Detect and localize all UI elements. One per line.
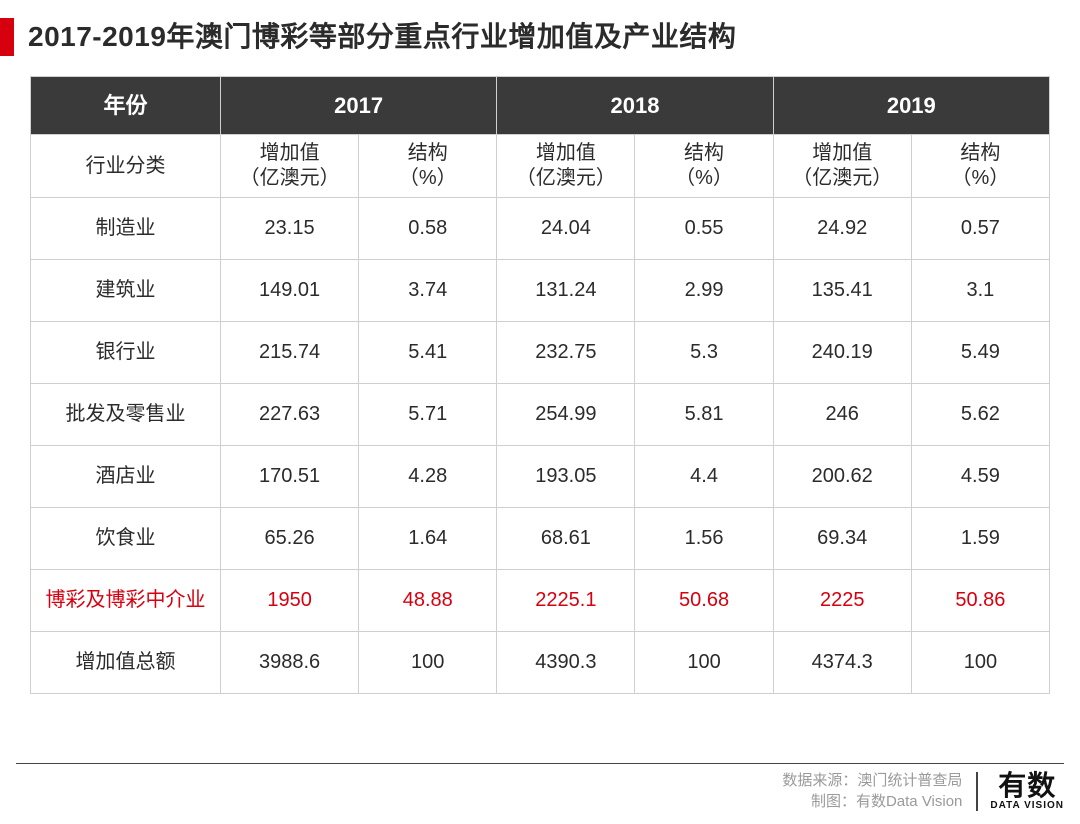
table-cell: 2.99 — [635, 260, 773, 322]
table-cell: 5.41 — [359, 322, 497, 384]
table-cell: 48.88 — [359, 570, 497, 632]
header-year-label: 年份 — [31, 77, 221, 135]
table-row: 批发及零售业227.635.71254.995.812465.62 — [31, 384, 1050, 446]
table-cell: 3.74 — [359, 260, 497, 322]
table-cell: 100 — [635, 632, 773, 694]
table-cell: 0.58 — [359, 198, 497, 260]
chart-header: 2017-2019年澳门博彩等部分重点行业增加值及产业结构 — [0, 0, 1080, 56]
header-value-2018: 增加值（亿澳元） — [497, 135, 635, 198]
table-cell: 68.61 — [497, 508, 635, 570]
table-cell: 0.57 — [911, 198, 1049, 260]
table-cell: 1.56 — [635, 508, 773, 570]
table-cell: 170.51 — [221, 446, 359, 508]
source-text: 数据来源：澳门统计普查局 制图：有数Data Vision — [782, 770, 962, 812]
table-cell: 3.1 — [911, 260, 1049, 322]
table-header-row-years: 年份 2017 2018 2019 — [31, 77, 1050, 135]
logo-text-top: 有数 — [998, 772, 1056, 800]
row-label: 增加值总额 — [31, 632, 221, 694]
table-cell: 2225.1 — [497, 570, 635, 632]
header-value-2019: 增加值（亿澳元） — [773, 135, 911, 198]
accent-bar — [0, 18, 14, 56]
table-container: 年份 2017 2018 2019 行业分类 增加值（亿澳元） 结构（%） 增加… — [0, 56, 1080, 694]
table-header-row-metrics: 行业分类 增加值（亿澳元） 结构（%） 增加值（亿澳元） 结构（%） 增加值（亿… — [31, 135, 1050, 198]
header-year-2017: 2017 — [221, 77, 497, 135]
table-head: 年份 2017 2018 2019 行业分类 增加值（亿澳元） 结构（%） 增加… — [31, 77, 1050, 198]
header-share-2019: 结构（%） — [911, 135, 1049, 198]
logo: 有数 DATA VISION — [976, 772, 1064, 811]
table-cell: 246 — [773, 384, 911, 446]
table-cell: 65.26 — [221, 508, 359, 570]
header-share-2018: 结构（%） — [635, 135, 773, 198]
table-cell: 135.41 — [773, 260, 911, 322]
row-label: 制造业 — [31, 198, 221, 260]
data-table: 年份 2017 2018 2019 行业分类 增加值（亿澳元） 结构（%） 增加… — [30, 76, 1050, 694]
logo-text-bottom: DATA VISION — [990, 800, 1064, 811]
table-cell: 4374.3 — [773, 632, 911, 694]
table-cell: 5.71 — [359, 384, 497, 446]
table-cell: 4.4 — [635, 446, 773, 508]
table-cell: 4390.3 — [497, 632, 635, 694]
row-label: 酒店业 — [31, 446, 221, 508]
table-cell: 5.81 — [635, 384, 773, 446]
chart-by-value: 有数Data Vision — [856, 793, 962, 810]
row-label: 饮食业 — [31, 508, 221, 570]
table-cell: 149.01 — [221, 260, 359, 322]
table-cell: 5.62 — [911, 384, 1049, 446]
table-body: 制造业23.150.5824.040.5524.920.57建筑业149.013… — [31, 198, 1050, 694]
row-label: 银行业 — [31, 322, 221, 384]
table-row: 增加值总额3988.61004390.31004374.3100 — [31, 632, 1050, 694]
table-cell: 3988.6 — [221, 632, 359, 694]
table-cell: 50.68 — [635, 570, 773, 632]
table-cell: 24.92 — [773, 198, 911, 260]
header-share-2017: 结构（%） — [359, 135, 497, 198]
table-cell: 1950 — [221, 570, 359, 632]
header-value-2017: 增加值（亿澳元） — [221, 135, 359, 198]
chart-by-label: 制图： — [811, 793, 856, 810]
table-cell: 193.05 — [497, 446, 635, 508]
table-cell: 24.04 — [497, 198, 635, 260]
table-row: 建筑业149.013.74131.242.99135.413.1 — [31, 260, 1050, 322]
row-label: 批发及零售业 — [31, 384, 221, 446]
table-cell: 1.59 — [911, 508, 1049, 570]
table-cell: 215.74 — [221, 322, 359, 384]
table-row: 饮食业65.261.6468.611.5669.341.59 — [31, 508, 1050, 570]
table-row: 制造业23.150.5824.040.5524.920.57 — [31, 198, 1050, 260]
table-row: 博彩及博彩中介业195048.882225.150.68222550.86 — [31, 570, 1050, 632]
table-cell: 5.49 — [911, 322, 1049, 384]
chart-footer: 数据来源：澳门统计普查局 制图：有数Data Vision 有数 DATA VI… — [16, 763, 1064, 812]
row-label: 建筑业 — [31, 260, 221, 322]
table-cell: 131.24 — [497, 260, 635, 322]
table-cell: 227.63 — [221, 384, 359, 446]
table-row: 酒店业170.514.28193.054.4200.624.59 — [31, 446, 1050, 508]
source-value: 澳门统计普查局 — [857, 772, 962, 789]
table-cell: 4.28 — [359, 446, 497, 508]
table-cell: 232.75 — [497, 322, 635, 384]
table-cell: 5.3 — [635, 322, 773, 384]
table-cell: 2225 — [773, 570, 911, 632]
table-cell: 100 — [359, 632, 497, 694]
header-year-2019: 2019 — [773, 77, 1049, 135]
table-cell: 69.34 — [773, 508, 911, 570]
header-industry-label: 行业分类 — [31, 135, 221, 198]
table-cell: 240.19 — [773, 322, 911, 384]
table-cell: 1.64 — [359, 508, 497, 570]
table-cell: 4.59 — [911, 446, 1049, 508]
table-cell: 23.15 — [221, 198, 359, 260]
chart-title: 2017-2019年澳门博彩等部分重点行业增加值及产业结构 — [28, 18, 736, 56]
table-row: 银行业215.745.41232.755.3240.195.49 — [31, 322, 1050, 384]
table-cell: 50.86 — [911, 570, 1049, 632]
source-label: 数据来源： — [782, 772, 857, 789]
row-label: 博彩及博彩中介业 — [31, 570, 221, 632]
table-cell: 200.62 — [773, 446, 911, 508]
table-cell: 0.55 — [635, 198, 773, 260]
header-year-2018: 2018 — [497, 77, 773, 135]
table-cell: 100 — [911, 632, 1049, 694]
table-cell: 254.99 — [497, 384, 635, 446]
